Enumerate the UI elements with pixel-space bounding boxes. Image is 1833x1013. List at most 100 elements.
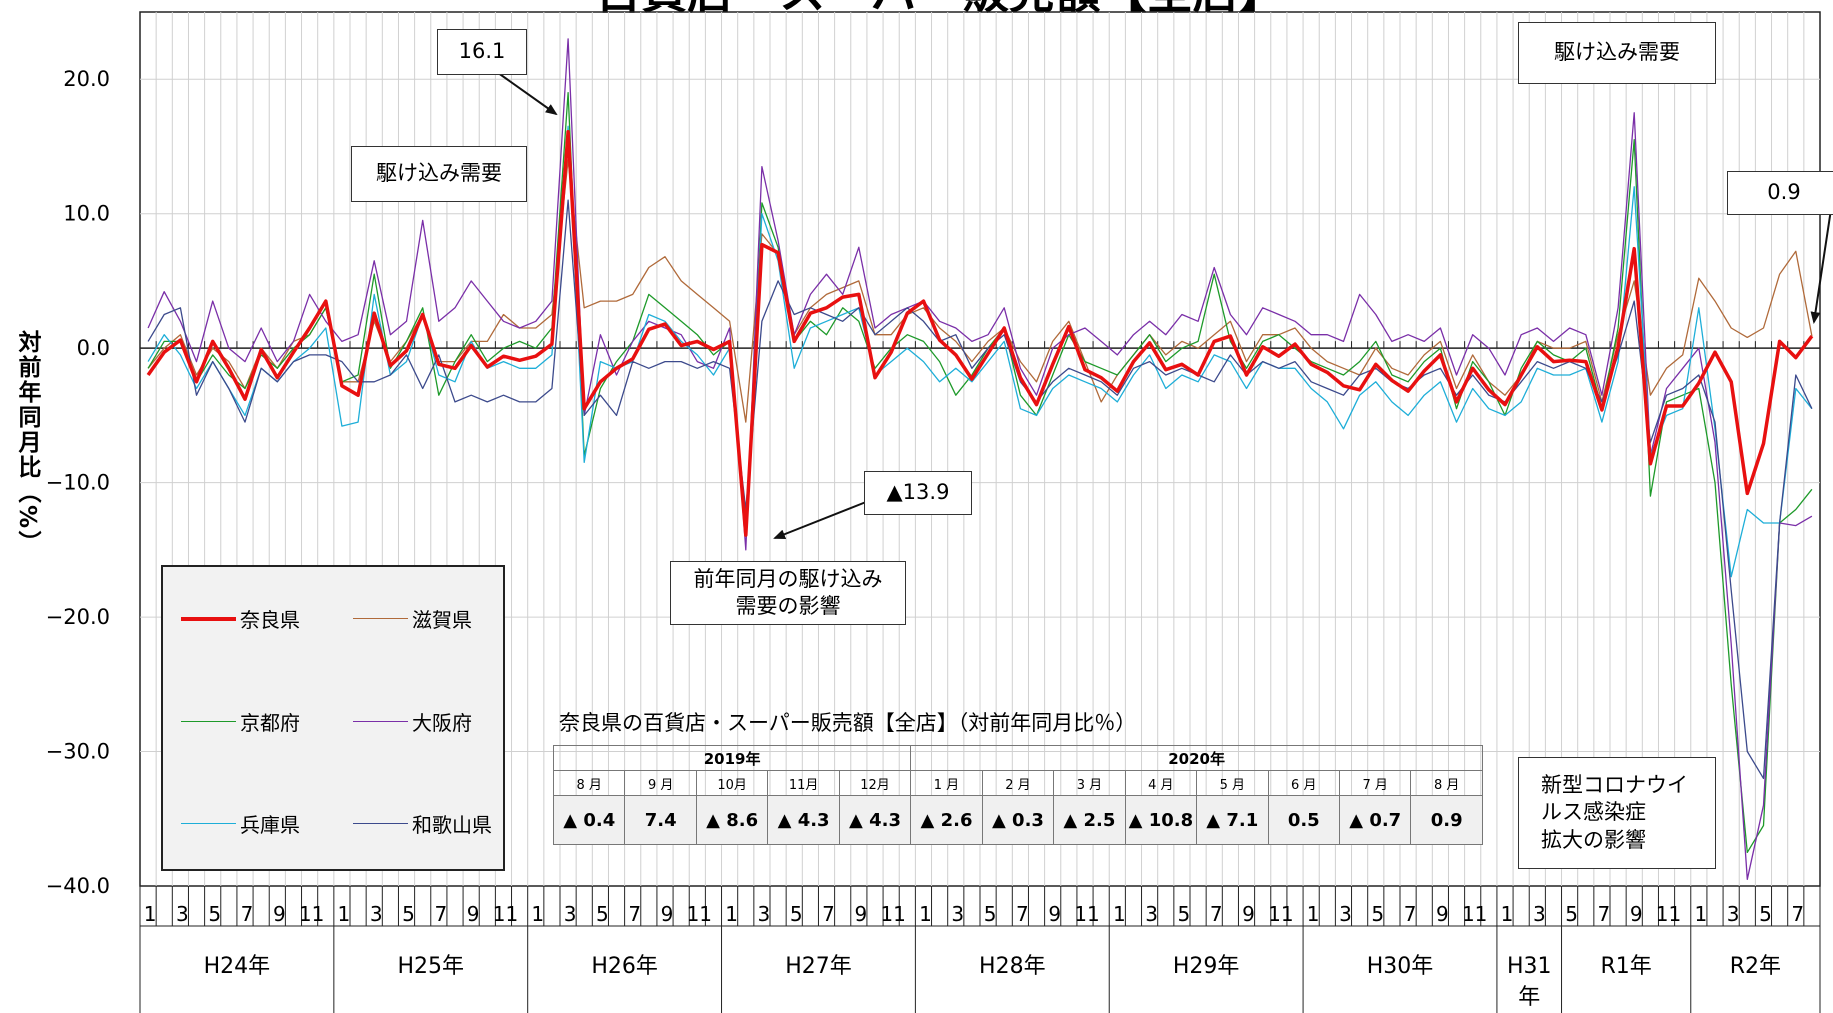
legend-label: 大阪府 (412, 711, 472, 735)
x-month-label: 11 (1656, 902, 1681, 926)
x-month-label: 5 (984, 902, 997, 926)
y-tick-label: −30.0 (46, 740, 110, 764)
x-month-label: 3 (1727, 902, 1740, 926)
legend-item-osaka: 大阪府 (353, 707, 472, 736)
series-line-6 (147, 199, 1813, 780)
x-year-label: R2年 (1730, 954, 1781, 979)
x-month-label: 5 (596, 902, 609, 926)
x-month-label: 7 (1598, 902, 1611, 926)
x-month-label: 1 (1307, 902, 1320, 926)
axes: 20.010.00.0−10.0−20.0−30.0−40.01 3 5 7 9 11H2… (46, 67, 1821, 1013)
legend-label: 兵庫県 (240, 813, 300, 837)
x-month-label: 7 (1210, 902, 1223, 926)
x-month-label: 1 (144, 902, 157, 926)
x-month-label: 3 (564, 902, 577, 926)
table-year-2019: 2019年 (552, 745, 912, 771)
x-month-label: 1 (919, 902, 932, 926)
table-title: 奈良県の百貨店・スーパー販売額【全店】（対前年同月比％） (559, 711, 1137, 735)
x-month-label: 1 (1694, 902, 1707, 926)
x-month-label: 7 (434, 902, 447, 926)
x-month-label: 1 (1501, 902, 1514, 926)
x-month-label: 3 (176, 902, 189, 926)
x-year-label: H27年 (785, 954, 852, 979)
series-line-4 (147, 38, 1813, 880)
x-year-label: H31 (1507, 954, 1552, 979)
arrow-to-drop (773, 501, 867, 539)
legend-item-hyogo: 兵庫県 (181, 809, 300, 838)
x-month-label: 5 (1759, 902, 1772, 926)
annotation-rush-1-text: 駆け込み需要 (376, 161, 502, 186)
table-month: 10月 (695, 770, 769, 796)
x-month-label: 5 (1178, 902, 1191, 926)
x-month-label: 7 (1016, 902, 1029, 926)
table-value: 0.5 (1267, 795, 1340, 845)
x-month-label: 3 (1145, 902, 1158, 926)
table-value: ▲ 7.1 (1196, 795, 1269, 845)
data-table: 2019年 2020年 8 月 9 月 10月 11月 12月 1 月 2 月 … (552, 745, 1483, 845)
x-year-label: H24年 (204, 954, 271, 979)
table-month: 2 月 (981, 770, 1055, 796)
table-value: ▲ 0.7 (1338, 795, 1412, 845)
annotation-peak: 16.1 (437, 29, 527, 75)
table-value: ▲ 4.3 (767, 795, 840, 845)
table-value: 0.9 (1410, 795, 1483, 845)
x-month-label: 3 (1339, 902, 1352, 926)
annotation-last-text: 0.9 (1767, 180, 1801, 205)
table-year-row: 2019年 2020年 (552, 745, 1483, 771)
table-month: 1 月 (910, 770, 983, 796)
legend-swatch (353, 823, 408, 824)
x-year-label: H30年 (1367, 954, 1434, 979)
legend-swatch (353, 721, 408, 722)
legend-label: 滋賀県 (412, 608, 472, 632)
x-month-label: 7 (628, 902, 641, 926)
annotation-last: 0.9 (1727, 171, 1833, 215)
y-tick-label: 0.0 (77, 336, 110, 360)
x-month-label: 1 (338, 902, 351, 926)
table-month: 9 月 (624, 770, 697, 796)
x-month-label: 9 (661, 902, 674, 926)
table-month: 8 月 (1410, 770, 1483, 796)
legend-label: 和歌山県 (412, 813, 492, 837)
arrow-to-peak (493, 69, 558, 116)
x-month-label: 11 (1268, 902, 1293, 926)
x-month-label: 1 (1113, 902, 1126, 926)
legend-swatch (181, 823, 236, 824)
legend-item-shiga: 滋賀県 (353, 604, 472, 633)
table-value: 7.4 (624, 795, 697, 845)
x-year-label: R1年 (1601, 954, 1652, 979)
annotation-covid-line3: 拡大の影響 (1541, 827, 1646, 852)
table-month: 6 月 (1267, 770, 1340, 796)
x-year-label: H26年 (591, 954, 658, 979)
x-year-label: H25年 (397, 954, 464, 979)
annotation-after-rush: 前年同月の駆け込み 需要の影響 (670, 561, 906, 625)
legend-item-wakayama: 和歌山県 (353, 809, 492, 838)
table-value: ▲ 2.5 (1053, 795, 1126, 845)
annotation-covid-line1: 新型コロナウイ (1541, 773, 1688, 798)
annotation-drop-text: ▲13.9 (886, 480, 950, 505)
table-month: 7 月 (1338, 770, 1412, 796)
x-month-label: 7 (822, 902, 835, 926)
y-tick-label: 10.0 (63, 202, 110, 226)
annotation-rush-2: 駆け込み需要 (1518, 22, 1716, 84)
legend-swatch (181, 616, 236, 621)
y-tick-label: −10.0 (46, 471, 110, 495)
series-lines (146, 38, 1814, 880)
x-month-label: 3 (951, 902, 964, 926)
summary-table: 奈良県の百貨店・スーパー販売額【全店】（対前年同月比％） 2019年 2020年… (552, 707, 1483, 845)
annotation-rush-2-text: 駆け込み需要 (1554, 40, 1680, 65)
y-tick-label: −20.0 (46, 605, 110, 629)
annotation-after-rush-line1: 前年同月の駆け込み (693, 566, 883, 591)
chart-title: 百貨店・スーパー販売額【全店】 (595, 0, 1285, 19)
annotation-drop: ▲13.9 (864, 471, 972, 515)
table-value: ▲ 8.6 (695, 795, 769, 845)
x-month-label: 5 (208, 902, 221, 926)
table-month: 3 月 (1053, 770, 1126, 796)
x-month-label: 5 (790, 902, 803, 926)
x-month-label: 11 (299, 902, 324, 926)
x-month-label: 3 (370, 902, 383, 926)
annotation-rush-1: 駆け込み需要 (351, 146, 527, 202)
x-month-label: 5 (1565, 902, 1578, 926)
table-value-row: ▲ 0.4 7.4 ▲ 8.6 ▲ 4.3 ▲ 4.3 ▲ 2.6 ▲ 0.3 … (552, 795, 1483, 845)
x-month-label: 9 (1436, 902, 1449, 926)
series-line-1 (146, 129, 1814, 537)
